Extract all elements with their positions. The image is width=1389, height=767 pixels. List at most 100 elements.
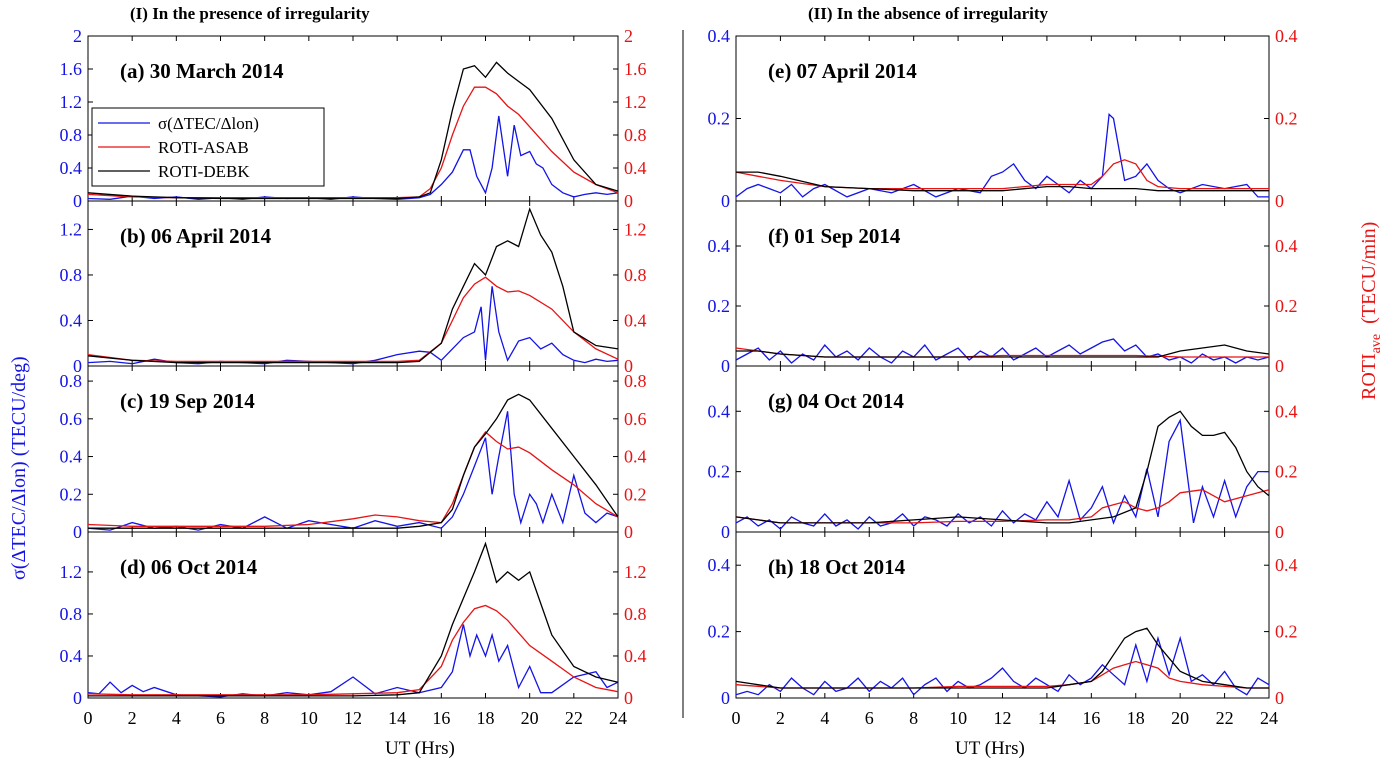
y-tick-label-left: 0.2 [708, 622, 731, 642]
x-tick-label: 18 [477, 708, 495, 728]
right-column-header: (II) In the absence of irregularity [808, 4, 1049, 23]
y-tick-label-right: 0 [624, 191, 633, 211]
x-tick-label: 0 [84, 708, 93, 728]
y-tick-label-left: 0.4 [708, 401, 731, 421]
x-axis-label-left: UT (Hrs) [385, 738, 455, 759]
y-tick-label-left: 0.4 [60, 310, 83, 330]
y-tick-label-left: 0.4 [60, 158, 83, 178]
y-tick-label-right: 0 [1275, 356, 1284, 376]
left-column-header: (I) In the presence of irregularity [130, 4, 370, 23]
y-tick-label-left: 0.4 [708, 236, 731, 256]
series-line-debk [736, 344, 1270, 358]
series-line-debk [735, 410, 1270, 524]
x-tick-label: 24 [1260, 708, 1278, 728]
y-tick-label-left: 0 [721, 191, 730, 211]
y-tick-label-right: 1.2 [624, 562, 647, 582]
y-tick-label-right: 0.4 [624, 158, 647, 178]
series-line-asab [87, 431, 619, 527]
panel-title: (h) 18 Oct 2014 [768, 555, 906, 579]
panel-title: (e) 07 April 2014 [768, 59, 917, 83]
x-tick-label: 8 [909, 708, 918, 728]
y-tick-label-right: 0.4 [1275, 555, 1298, 575]
x-tick-label: 4 [820, 708, 829, 728]
series-line-asab [735, 489, 1270, 524]
x-tick-label: 8 [260, 708, 269, 728]
y-tick-label-left: 0.2 [708, 296, 731, 316]
x-tick-label: 16 [432, 708, 450, 728]
y-tick-label-left: 0.4 [708, 26, 731, 46]
y-tick-label-right: 1.2 [624, 219, 647, 239]
y-tick-label-left: 0.8 [60, 265, 83, 285]
y-tick-label-right: 0.4 [1275, 401, 1298, 421]
y-tick-label-left: 0 [721, 688, 730, 708]
x-tick-label: 16 [1082, 708, 1100, 728]
y-tick-label-left: 1.2 [60, 562, 83, 582]
y-tick-label-left: 0.8 [60, 371, 83, 391]
series-line-debk [88, 393, 619, 529]
panel-title: (a) 30 March 2014 [120, 59, 284, 83]
y-tick-label-right: 0 [624, 688, 633, 708]
panel-title: (b) 06 April 2014 [120, 224, 272, 248]
y-tick-label-right: 0 [1275, 688, 1284, 708]
y-tick-label-right: 0.4 [624, 447, 647, 467]
x-tick-label: 2 [776, 708, 785, 728]
y-tick-label-left: 1.2 [60, 92, 83, 112]
x-tick-label: 12 [344, 708, 362, 728]
y-tick-label-right: 0 [624, 356, 633, 376]
y-tick-label-left: 1.2 [60, 219, 83, 239]
y-tick-label-left: 0 [73, 356, 82, 376]
y-tick-label-right: 0 [1275, 522, 1284, 542]
x-tick-label: 22 [565, 708, 583, 728]
y-tick-label-right: 0 [1275, 191, 1284, 211]
y-tick-label-left: 0.4 [60, 646, 83, 666]
panel-title: (g) 04 Oct 2014 [768, 389, 904, 413]
y-tick-label-right: 1.2 [624, 92, 647, 112]
x-tick-label: 22 [1216, 708, 1234, 728]
y-tick-label-right: 0.2 [624, 484, 647, 504]
x-tick-label: 6 [216, 708, 225, 728]
y-tick-label-left: 0.4 [60, 447, 83, 467]
x-tick-label: 18 [1127, 708, 1145, 728]
panel-title: (c) 19 Sep 2014 [120, 389, 255, 413]
x-tick-label: 20 [1171, 708, 1189, 728]
x-tick-label: 20 [521, 708, 539, 728]
legend-label: ROTI-ASAB [158, 138, 249, 157]
y-tick-label-right: 0.8 [624, 125, 647, 145]
y-tick-label-right: 0.8 [624, 371, 647, 391]
series-line-sigma [735, 635, 1270, 696]
y-tick-label-left: 0.2 [708, 462, 731, 482]
y-tick-label-left: 0.8 [60, 125, 83, 145]
x-tick-label: 4 [172, 708, 181, 728]
y-tick-label-right: 0.4 [624, 646, 647, 666]
y-tick-label-left: 0.2 [708, 109, 731, 129]
y-tick-label-left: 0 [73, 191, 82, 211]
y-tick-label-right: 0.2 [1275, 296, 1298, 316]
series-line-debk [87, 207, 619, 364]
x-tick-label: 0 [732, 708, 741, 728]
y-tick-label-right: 0.2 [1275, 462, 1298, 482]
y-tick-label-left: 2 [73, 26, 82, 46]
y-tick-label-left: 0.8 [60, 604, 83, 624]
y-tick-label-left: 0 [721, 356, 730, 376]
y-tick-label-right: 0.4 [1275, 236, 1298, 256]
panel-title: (f) 01 Sep 2014 [768, 224, 901, 248]
y-tick-label-right: 0.4 [624, 310, 647, 330]
x-tick-label: 12 [994, 708, 1012, 728]
x-tick-label: 10 [949, 708, 967, 728]
x-axis-label-right: UT (Hrs) [955, 738, 1025, 759]
series-line-debk [87, 61, 619, 200]
series-line-debk [735, 627, 1269, 689]
y-tick-label-right: 0.2 [1275, 622, 1298, 642]
left-y-axis-label: σ(ΔTEC/Δlon) (TECU/deg) [8, 356, 30, 580]
series-line-asab [87, 86, 619, 199]
y-tick-label-right: 0.8 [624, 265, 647, 285]
series-line-debk [88, 541, 619, 697]
panel-title: (d) 06 Oct 2014 [120, 555, 258, 579]
right-y-axis-label: ROTIave (TECU/min) [1358, 221, 1384, 400]
legend-label: σ(ΔTEC/Δlon) [158, 114, 259, 133]
series-line-asab [87, 604, 619, 696]
x-tick-label: 14 [388, 708, 406, 728]
y-tick-label-right: 0.2 [1275, 109, 1298, 129]
y-tick-label-right: 2 [624, 26, 633, 46]
y-tick-label-right: 0 [624, 522, 633, 542]
